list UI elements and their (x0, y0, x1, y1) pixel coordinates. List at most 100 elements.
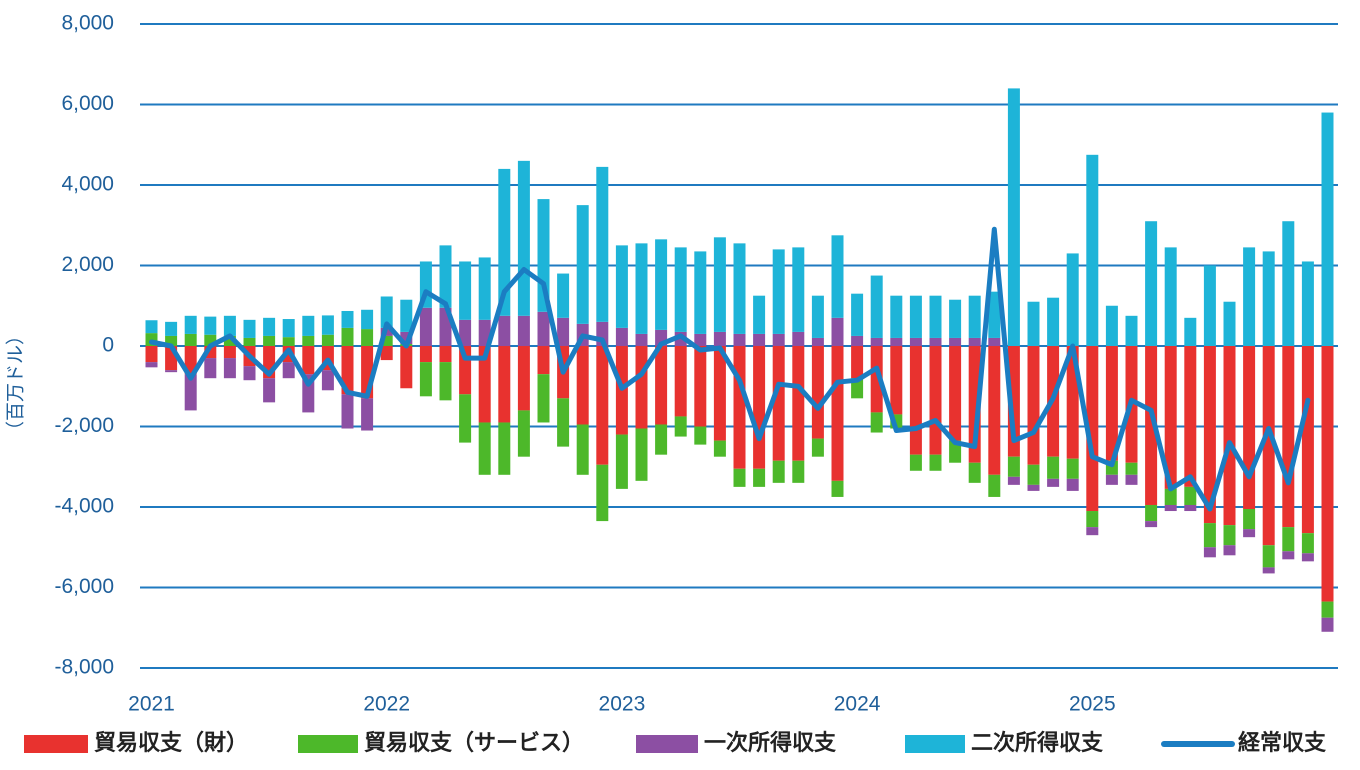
bar-segment (870, 346, 883, 413)
bar-segment (576, 424, 589, 475)
bar-segment (1301, 553, 1314, 562)
bar-segment (184, 374, 197, 411)
bar-segment (459, 261, 472, 320)
bar-segment (1282, 221, 1295, 346)
bar-segment (1243, 247, 1256, 346)
bar-segment (929, 337, 942, 346)
bar-segment (341, 394, 354, 429)
bar-segment (1282, 551, 1295, 560)
bar-segment (792, 331, 805, 346)
y-tick-label: 2,000 (61, 253, 114, 276)
bar-segment (184, 315, 197, 334)
bar-segment (1203, 265, 1216, 346)
bar-segment (831, 346, 844, 481)
y-tick-label: -6,000 (54, 575, 114, 598)
bar-segment (1223, 301, 1236, 346)
bar-segment (302, 315, 315, 336)
line-layer (149, 226, 1311, 512)
bar-segment (223, 346, 236, 359)
bar-segment (223, 335, 236, 346)
bar-segment (596, 346, 609, 465)
bar-segment (1086, 154, 1099, 346)
bar-segment (851, 378, 864, 399)
bar-segment (831, 480, 844, 497)
bar-segment (321, 370, 334, 391)
bar-segment (635, 346, 648, 429)
bar-segment (282, 362, 295, 379)
bar-segment (674, 346, 687, 417)
legend-swatch (298, 735, 358, 753)
bar-segment (772, 333, 785, 346)
bar-segment (1223, 545, 1236, 556)
bar-segment (1184, 317, 1197, 346)
bar-segment (694, 251, 707, 334)
bar-segment (361, 329, 374, 346)
bar-segment (302, 335, 315, 346)
legend-label: 経常収支 (1238, 730, 1327, 756)
bar-segment (145, 346, 158, 363)
legend-swatch (905, 735, 965, 753)
bar-segment (1262, 567, 1275, 574)
bar-segment (811, 438, 824, 457)
legend-swatch (636, 735, 698, 753)
bar-segment (204, 358, 217, 379)
bar-segment (204, 334, 217, 346)
bar-segment (811, 346, 824, 439)
bar-segment (968, 337, 981, 346)
bar-segment (792, 346, 805, 461)
bar-segment (1223, 525, 1236, 546)
bar-segment (517, 410, 530, 457)
bar-segment (302, 346, 315, 375)
y-tick-label: 6,000 (61, 92, 114, 115)
bar-segment (223, 315, 236, 336)
bar-segment (1125, 474, 1138, 485)
bar-segment (949, 337, 962, 346)
bar-segment (204, 316, 217, 335)
bar-segment (1223, 346, 1236, 526)
bar-segment (890, 337, 903, 346)
bar-segment (380, 346, 393, 361)
bar-segment (1184, 346, 1197, 487)
legend: 貿易収支（財） 貿易収支（サービス） 一次所得収支 二次所得収支 経常収支 (24, 730, 1327, 756)
bar-segment (282, 319, 295, 338)
bar-segment (557, 273, 570, 318)
bar-segment (1184, 504, 1197, 512)
bar-segment (615, 245, 628, 328)
bar-segment (439, 245, 452, 308)
y-tick-label: -4,000 (54, 495, 114, 518)
bar-segment (851, 293, 864, 336)
bar-segment (753, 295, 766, 334)
bar-segment (635, 243, 648, 334)
bar-segment (1027, 484, 1040, 491)
bar-segment (1007, 88, 1020, 347)
bar-segment (615, 434, 628, 489)
bar-segment (537, 346, 550, 375)
legend-label: 貿易収支（サービス） (364, 731, 584, 756)
bar-segment (1105, 305, 1118, 346)
bar-segment (341, 327, 354, 346)
bar-segment (949, 299, 962, 338)
bar-segment (1145, 521, 1158, 528)
bar-segment (145, 362, 158, 368)
bar-segment (655, 424, 668, 455)
bar-segment (498, 422, 511, 475)
bar-segment (772, 460, 785, 483)
bar-segment (419, 346, 432, 363)
bar-segment (909, 337, 922, 346)
bar-segment (1027, 464, 1040, 485)
bar-segment (811, 337, 824, 346)
bar-segment (341, 346, 354, 395)
bar-segment (419, 307, 432, 346)
bar-segment (733, 468, 746, 487)
bar-segment (733, 243, 746, 334)
bar-segment (1321, 112, 1334, 346)
bar-segment (949, 440, 962, 463)
bar-segment (1125, 315, 1138, 346)
legend-swatch (24, 735, 88, 753)
bar-segment (655, 239, 668, 330)
tick-layer: 8,000 6,000 4,000 2,000 0 -2,000 -4,000 -6,000 -… (54, 12, 1115, 716)
bar-segment (635, 428, 648, 481)
bar-segment (361, 398, 374, 431)
